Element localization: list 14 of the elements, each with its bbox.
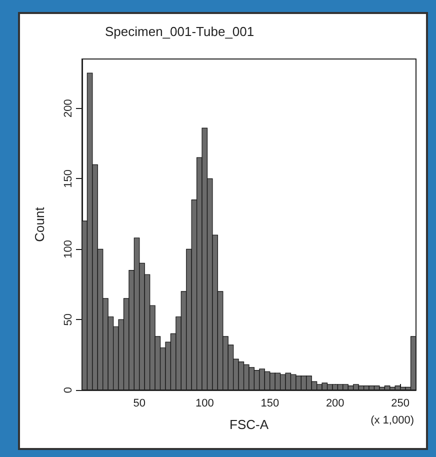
y-tick-label: 50 (62, 313, 74, 326)
y-tick-label: 100 (62, 240, 74, 258)
x-tick-label: 50 (133, 398, 146, 410)
x-axis-title: FSC-A (230, 417, 269, 432)
x-tick-label: 200 (326, 398, 344, 410)
y-tick-label: 150 (62, 170, 74, 188)
y-tick-label: 0 (62, 386, 74, 394)
x-tick-label: 100 (195, 398, 214, 410)
y-axis-title: Count (32, 206, 47, 242)
x-tick-label: 250 (391, 398, 410, 410)
y-tick-label: 200 (62, 99, 74, 118)
x-tick-label: 150 (260, 398, 280, 410)
text: (x 1,000) (370, 414, 414, 426)
chart-title: Specimen_001-Tube_001 (105, 24, 254, 39)
